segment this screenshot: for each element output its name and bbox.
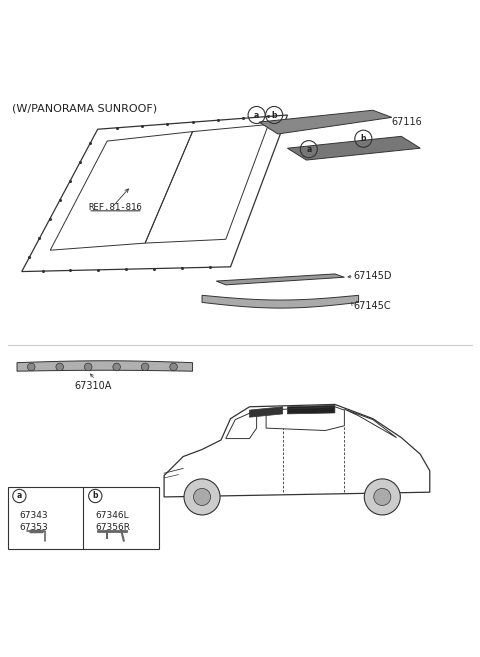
Circle shape (84, 363, 92, 371)
Circle shape (56, 363, 63, 371)
Polygon shape (202, 295, 359, 308)
Text: REF.81-816: REF.81-816 (88, 203, 142, 212)
Text: b: b (360, 134, 366, 143)
Text: (W/PANORAMA SUNROOF): (W/PANORAMA SUNROOF) (12, 103, 157, 113)
Polygon shape (259, 110, 392, 134)
Text: 67145C: 67145C (354, 301, 392, 311)
Polygon shape (17, 361, 192, 371)
Circle shape (27, 363, 35, 371)
Circle shape (374, 488, 391, 505)
Polygon shape (288, 137, 420, 160)
Circle shape (184, 479, 220, 515)
Text: a: a (17, 491, 22, 501)
Circle shape (141, 363, 149, 371)
Text: 67343
67353: 67343 67353 (19, 511, 48, 532)
Polygon shape (250, 407, 283, 417)
Circle shape (113, 363, 120, 371)
Circle shape (170, 363, 178, 371)
Text: 67310A: 67310A (74, 380, 111, 391)
Text: 67145D: 67145D (354, 271, 392, 281)
Text: b: b (271, 110, 277, 120)
Text: a: a (306, 145, 312, 154)
Polygon shape (288, 405, 335, 414)
Circle shape (364, 479, 400, 515)
Text: 67346L
67356R: 67346L 67356R (96, 511, 130, 532)
Text: b: b (93, 491, 98, 501)
Text: a: a (254, 110, 259, 120)
Circle shape (193, 488, 211, 505)
Polygon shape (216, 274, 344, 285)
Text: 67116: 67116 (392, 117, 422, 127)
